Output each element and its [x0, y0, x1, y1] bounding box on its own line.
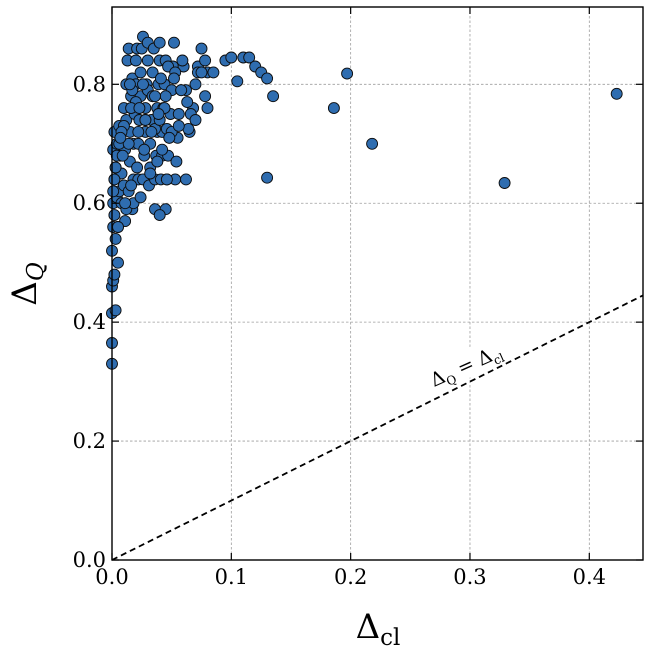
data-point — [201, 102, 214, 115]
data-point — [123, 78, 136, 91]
data-point — [151, 155, 164, 168]
x-axis-label-delta: Δ — [356, 607, 381, 647]
data-point — [109, 232, 122, 245]
data-point — [119, 197, 132, 210]
data-point — [141, 54, 154, 67]
data-point — [168, 36, 180, 49]
data-point — [189, 78, 202, 91]
x-tick-label: 0.3 — [453, 565, 486, 589]
plot-frame — [111, 6, 644, 561]
data-point — [107, 185, 120, 198]
data-point — [180, 173, 192, 186]
data-point — [261, 171, 274, 184]
y-axis-label: ΔQ — [5, 262, 49, 306]
data-point — [109, 304, 122, 317]
x-tick-label: 0.0 — [95, 565, 128, 589]
data-point — [327, 102, 340, 115]
data-point — [261, 72, 274, 85]
data-point — [170, 155, 183, 168]
data-point — [131, 161, 144, 174]
data-point — [108, 209, 121, 222]
data-point — [195, 66, 208, 79]
data-point — [172, 119, 185, 132]
data-point — [122, 137, 135, 150]
data-point — [181, 96, 194, 109]
y-tick-label: 0.2 — [73, 429, 106, 453]
reference-line-y-equals-x — [111, 294, 644, 561]
y-tick-label: 0.8 — [73, 72, 106, 96]
data-point — [139, 114, 152, 126]
y-tick-labels: 0.0 0.2 0.4 0.6 0.8 — [73, 72, 106, 572]
data-point — [134, 191, 147, 204]
data-point — [134, 66, 147, 79]
data-point — [116, 149, 129, 162]
data-point — [156, 143, 169, 156]
data-point — [225, 51, 238, 64]
x-tick-label: 0.4 — [573, 565, 606, 589]
data-point — [163, 131, 176, 144]
data-point — [267, 90, 280, 103]
data-point — [132, 125, 145, 138]
data-point — [153, 36, 166, 49]
data-point — [146, 66, 159, 79]
y-axis-label-sub: Q — [23, 262, 49, 281]
data-point — [175, 84, 188, 97]
data-point — [341, 67, 354, 80]
data-point — [112, 256, 124, 269]
data-point — [199, 54, 212, 67]
data-point — [366, 137, 379, 150]
data-point — [112, 221, 124, 233]
data-point — [114, 131, 127, 144]
data-point — [168, 72, 180, 85]
data-point — [207, 66, 220, 79]
x-tick-label: 0.2 — [334, 565, 367, 589]
data-point — [109, 161, 122, 174]
data-point — [149, 90, 161, 103]
data-point — [144, 167, 157, 180]
data-point — [152, 108, 165, 120]
y-axis-label-delta: Δ — [5, 281, 45, 306]
data-point — [153, 209, 166, 222]
x-tick-label: 0.1 — [215, 565, 248, 589]
y-tick-label: 0.0 — [73, 548, 106, 572]
data-point — [154, 72, 167, 85]
data-point — [129, 54, 142, 67]
x-axis-label-sub: cl — [380, 625, 400, 648]
x-tick-labels: 0.0 0.1 0.2 0.3 0.4 — [95, 565, 606, 589]
data-point — [108, 173, 121, 186]
data-point — [610, 87, 623, 100]
data-point — [195, 42, 208, 55]
grid-lines — [112, 7, 643, 560]
data-point — [125, 179, 138, 192]
data-point — [159, 90, 172, 103]
data-point — [498, 177, 511, 189]
data-point — [172, 108, 185, 120]
data-point — [189, 114, 202, 126]
data-point — [176, 54, 189, 67]
data-point — [145, 125, 158, 138]
data-points — [106, 30, 623, 370]
y-tick-label: 0.4 — [73, 310, 106, 334]
data-point — [231, 75, 244, 88]
data-point — [133, 102, 146, 115]
data-point — [137, 78, 149, 91]
data-point — [138, 143, 151, 156]
data-point — [160, 173, 173, 186]
axis-ticks — [111, 7, 643, 561]
data-point — [108, 268, 121, 281]
data-point — [199, 90, 212, 103]
y-tick-label: 0.6 — [73, 191, 106, 215]
data-point — [243, 51, 256, 64]
x-axis-label: Δcl — [356, 607, 401, 648]
